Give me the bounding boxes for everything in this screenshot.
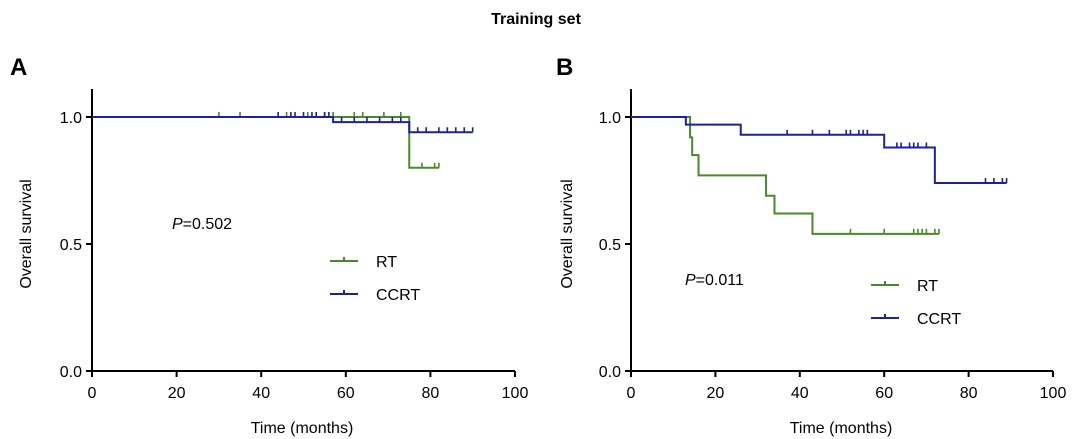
x-tick-label-b: 60 — [875, 385, 893, 402]
legend-label-rt-a: RT — [376, 254, 397, 271]
x-axis-label-b: Time (months) — [790, 420, 893, 437]
legend-label-ccrt-b: CCRT — [917, 311, 961, 328]
p-value-number-a: =0.502 — [183, 216, 232, 233]
legend-label-rt-b: RT — [917, 278, 938, 295]
p-value-b: P=0.011 — [685, 272, 744, 289]
p-value-a: P=0.502 — [172, 216, 232, 233]
y-axis-label-a: Overall survival — [18, 179, 35, 288]
y-tick-label-a: 0.0 — [60, 364, 82, 381]
x-tick-label-a: 60 — [337, 385, 355, 402]
survival-curve-ccrt-b — [631, 116, 1007, 185]
y-axis-label-b: Overall survival — [559, 179, 576, 288]
x-tick-label-a: 20 — [168, 385, 186, 402]
panel-label-b: B — [556, 54, 573, 81]
p-value-prefix-b: P — [685, 272, 696, 289]
x-tick-label-b: 20 — [707, 385, 725, 402]
y-tick-label-a: 0.5 — [60, 237, 82, 254]
x-tick-label-a: 80 — [422, 385, 440, 402]
survival-curve-rt-a — [92, 116, 439, 169]
y-tick-label-b: 1.0 — [599, 110, 621, 127]
legend-label-ccrt-a: CCRT — [376, 287, 420, 304]
figure-title: Training set — [491, 11, 581, 28]
x-tick-label-b: 80 — [960, 385, 978, 402]
panel-label-a: A — [10, 54, 27, 81]
p-value-number-b: =0.011 — [696, 272, 744, 289]
survival-curve-ccrt-a — [92, 116, 473, 134]
legend-b: RT CCRT — [871, 278, 961, 328]
x-axis-label-a: Time (months) — [251, 420, 354, 437]
x-tick-label-a: 40 — [252, 385, 270, 402]
x-tick-label-a: 100 — [502, 385, 529, 402]
panel-b: B Overall survival Time (months) P=0.011… — [556, 54, 1066, 437]
legend-a: RT CCRT — [330, 254, 420, 304]
y-tick-label-a: 1.0 — [60, 110, 82, 127]
x-tick-label-b: 0 — [627, 385, 636, 402]
x-tick-label-a: 0 — [88, 385, 97, 402]
p-value-prefix-a: P — [172, 216, 183, 233]
survival-curve-rt-b — [631, 116, 940, 235]
y-tick-label-b: 0.5 — [599, 237, 621, 254]
y-tick-label-b: 0.0 — [599, 364, 621, 381]
x-tick-label-b: 100 — [1040, 385, 1067, 402]
panel-a: A Overall survival Time (months) P=0.502… — [10, 54, 528, 437]
x-tick-label-b: 40 — [791, 385, 809, 402]
